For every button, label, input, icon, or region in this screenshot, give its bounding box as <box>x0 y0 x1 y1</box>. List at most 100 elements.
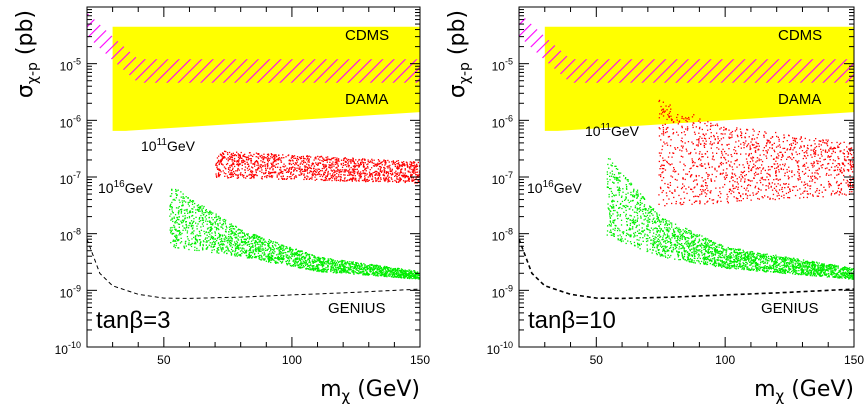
data-point <box>355 159 357 161</box>
data-point <box>800 193 802 195</box>
data-point <box>205 218 207 220</box>
data-point <box>221 154 223 156</box>
data-point <box>788 156 790 158</box>
data-point <box>306 265 309 267</box>
data-point <box>301 173 303 175</box>
data-point <box>335 263 337 265</box>
data-point <box>250 246 252 248</box>
data-point <box>813 152 816 154</box>
data-point <box>260 167 262 169</box>
data-point <box>362 162 364 164</box>
data-point <box>255 247 257 249</box>
data-point <box>386 268 388 270</box>
data-point <box>731 166 733 168</box>
data-point <box>385 270 387 272</box>
data-point <box>171 208 173 210</box>
data-point <box>238 248 240 250</box>
data-point <box>250 170 252 172</box>
data-point <box>357 262 359 265</box>
data-point <box>413 270 415 272</box>
data-point <box>384 167 386 170</box>
data-point <box>206 223 208 225</box>
data-point <box>318 162 320 164</box>
data-point <box>844 159 846 161</box>
data-point <box>269 256 271 258</box>
data-point <box>283 258 285 261</box>
data-point <box>664 169 667 171</box>
data-point <box>385 179 387 181</box>
data-point <box>669 104 671 106</box>
data-point <box>330 260 332 263</box>
data-point <box>722 186 724 188</box>
data-point <box>367 180 369 182</box>
data-point <box>352 177 354 179</box>
data-point <box>294 260 296 262</box>
data-point <box>235 247 237 249</box>
data-point <box>371 264 374 266</box>
data-point <box>218 235 221 237</box>
data-point <box>409 163 411 165</box>
data-point <box>383 267 385 270</box>
data-point <box>344 171 346 173</box>
data-point <box>376 270 378 272</box>
data-point <box>412 177 414 179</box>
data-point <box>244 235 246 237</box>
data-point <box>758 131 760 133</box>
data-point <box>274 251 276 253</box>
data-point <box>355 178 357 180</box>
data-point <box>689 176 692 178</box>
data-point <box>258 248 260 250</box>
data-point <box>330 175 332 177</box>
data-point <box>820 184 822 186</box>
data-point <box>309 268 311 270</box>
data-point <box>695 152 697 154</box>
data-point <box>835 165 838 167</box>
data-point <box>332 259 335 261</box>
data-point <box>775 146 778 148</box>
data-point <box>715 176 717 178</box>
data-point <box>176 236 178 238</box>
data-point <box>276 158 278 161</box>
data-point <box>716 125 719 127</box>
data-point <box>221 250 223 252</box>
data-point <box>753 147 755 149</box>
data-point <box>282 178 284 180</box>
data-point <box>752 166 754 168</box>
data-point <box>309 266 311 268</box>
data-point <box>187 212 189 214</box>
data-point <box>354 179 357 181</box>
data-point <box>242 161 244 163</box>
data-point <box>322 157 324 159</box>
data-point <box>849 191 851 193</box>
data-point <box>265 171 267 174</box>
data-point <box>757 143 760 145</box>
data-point <box>268 260 270 263</box>
data-point <box>773 179 775 181</box>
data-point <box>301 263 303 265</box>
data-point <box>234 253 236 255</box>
data-point <box>757 148 760 150</box>
data-point <box>230 223 233 225</box>
data-point <box>761 178 763 180</box>
data-point <box>258 243 260 246</box>
data-point <box>176 235 178 237</box>
data-point <box>846 150 848 153</box>
data-point <box>381 269 383 271</box>
data-point <box>661 148 663 151</box>
data-point <box>400 268 403 270</box>
data-point <box>379 168 382 170</box>
data-point <box>793 157 795 159</box>
data-point <box>659 186 662 188</box>
data-point <box>201 210 203 212</box>
data-point <box>850 186 852 188</box>
data-point <box>197 206 199 209</box>
data-point <box>417 275 419 277</box>
data-point <box>323 265 325 267</box>
data-point <box>385 178 387 180</box>
data-point <box>227 153 229 156</box>
data-point <box>396 176 398 178</box>
data-point <box>311 260 313 263</box>
data-point <box>213 245 216 247</box>
data-point <box>192 231 194 233</box>
data-point <box>743 170 746 172</box>
